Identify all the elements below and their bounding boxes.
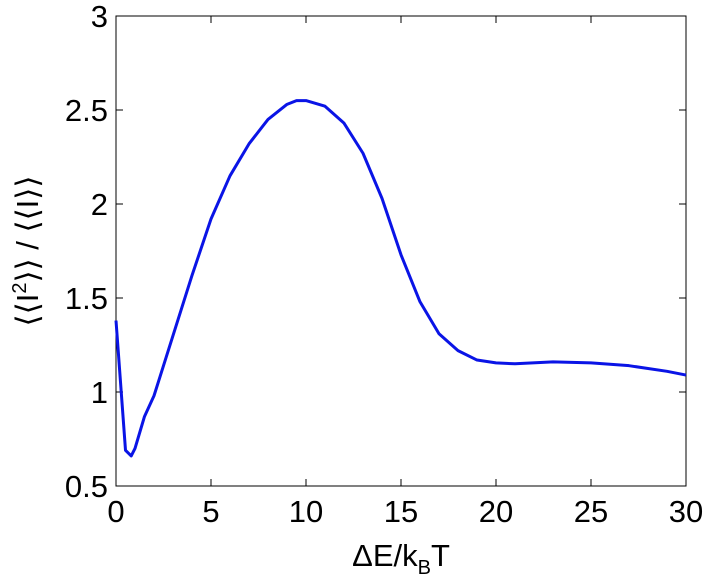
data-line: [114, 99, 687, 458]
y-tick-label: 1: [91, 375, 108, 410]
x-axis-label: ΔE/kBT: [352, 538, 450, 575]
x-tick-label: 15: [384, 494, 418, 529]
y-tick-label: 1.5: [65, 281, 108, 316]
x-axis-label-part: B: [418, 557, 431, 575]
y-axis-label-part: 2: [9, 283, 31, 294]
x-tick-label: 5: [202, 494, 219, 529]
y-axis-label-part: ⟨⟨I: [10, 294, 45, 327]
y-tick-label: 2.5: [65, 93, 108, 128]
y-tick-label: 2: [91, 187, 108, 222]
y-tick-label: 3: [91, 0, 108, 34]
x-tick-label: 25: [574, 494, 608, 529]
y-axis-label: ⟨⟨I2⟩⟩ / ⟨⟨I⟩⟩: [9, 176, 45, 327]
x-tick-label: 10: [289, 494, 323, 529]
x-tick-label: 20: [479, 494, 513, 529]
x-axis-label-part: ΔE/k: [352, 538, 418, 573]
x-axis-label-part: T: [431, 538, 450, 573]
x-tick-label: 0: [107, 494, 124, 529]
x-tick-label: 30: [669, 494, 703, 529]
y-tick-label: 0.5: [65, 469, 108, 504]
y-axis-label-part: ⟩⟩ / ⟨⟨I⟩⟩: [10, 176, 45, 283]
